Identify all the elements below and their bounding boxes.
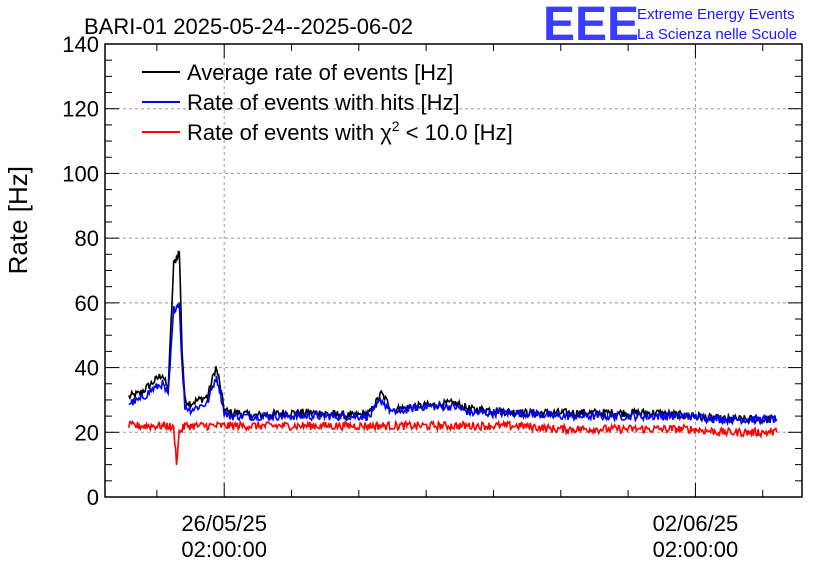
- ticks: [105, 43, 802, 498]
- y-tick-label: 140: [62, 32, 99, 57]
- legend: Average rate of events [Hz] Rate of event…: [142, 60, 513, 145]
- y-tick-label: 20: [75, 420, 99, 445]
- x-tick-label-time: 02:00:00: [653, 537, 739, 562]
- series-line-1: [128, 250, 778, 426]
- legend-entry-1: Average rate of events [Hz]: [187, 60, 453, 85]
- x-tick-label-date: 26/05/25: [181, 511, 267, 536]
- logo-line1: Extreme Energy Events: [637, 6, 795, 23]
- series-line-3: [128, 419, 778, 466]
- y-tick-label: 120: [62, 97, 99, 122]
- series-layer: [128, 250, 778, 466]
- y-tick-label: 40: [75, 356, 99, 381]
- tick-labels: 02040608010012014026/05/2502:00:0002/06/…: [62, 32, 738, 562]
- chart-title: BARI-01 2025-05-24--2025-06-02: [84, 14, 413, 39]
- legend-entry-2: Rate of events with hits [Hz]: [187, 90, 460, 115]
- y-tick-label: 100: [62, 161, 99, 186]
- logo-line2: La Scienza nelle Scuole: [637, 26, 797, 43]
- y-axis-label: Rate [Hz]: [3, 166, 33, 274]
- eee-logo: EEE Extreme Energy Events La Scienza nel…: [543, 0, 797, 51]
- y-tick-label: 0: [87, 485, 99, 510]
- x-tick-label-date: 02/06/25: [653, 511, 739, 536]
- legend-entry-3: Rate of events with χ2 < 10.0 [Hz]: [187, 118, 513, 145]
- y-tick-label: 60: [75, 291, 99, 316]
- series-line-2: [128, 302, 778, 427]
- y-tick-label: 80: [75, 226, 99, 251]
- logo-mark: EEE: [543, 0, 639, 51]
- x-tick-label-time: 02:00:00: [181, 537, 267, 562]
